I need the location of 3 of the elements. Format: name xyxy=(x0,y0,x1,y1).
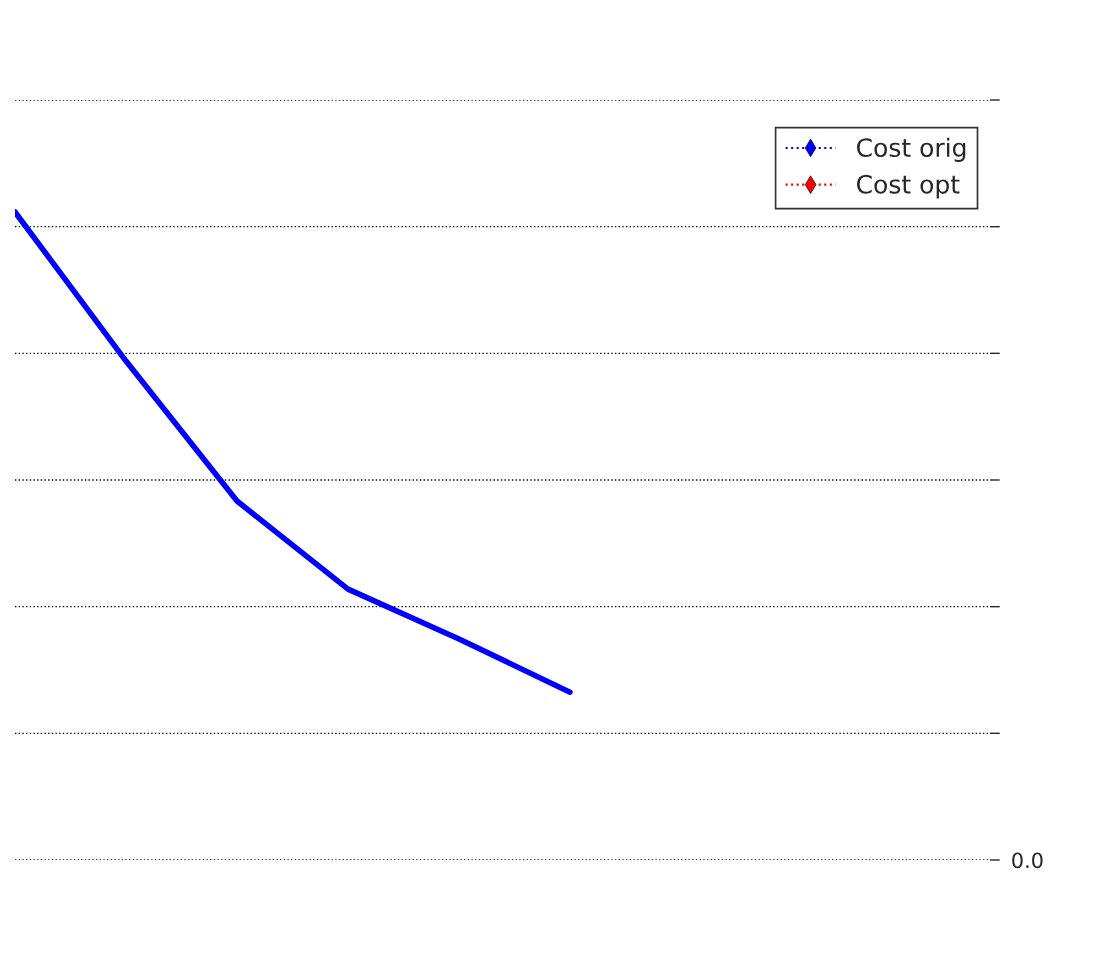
text: 0.0 xyxy=(1012,852,1043,869)
legend-label: Cost orig xyxy=(856,137,966,162)
legend-label: Cost opt xyxy=(856,174,960,199)
